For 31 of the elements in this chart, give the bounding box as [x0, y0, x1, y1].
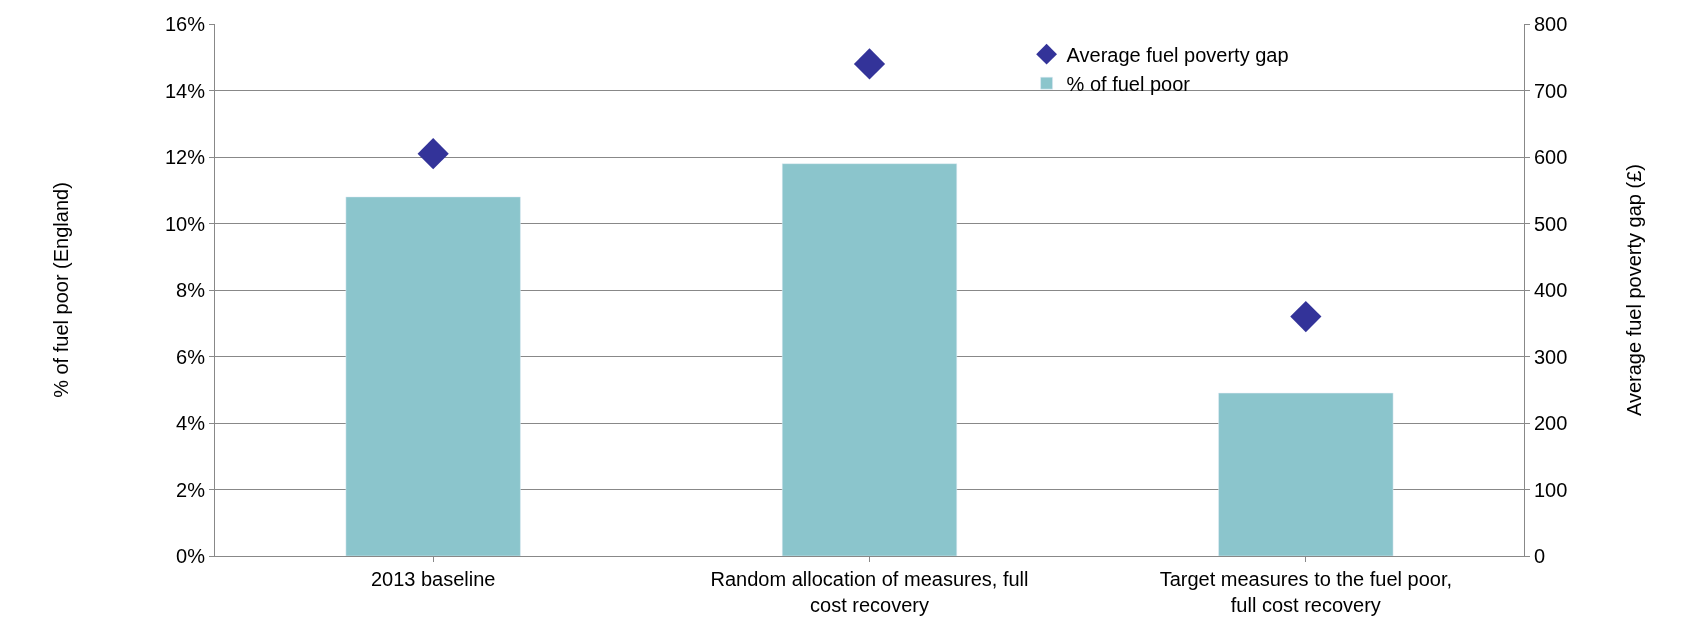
- y2-tick-label: 100: [1534, 478, 1568, 501]
- y-tick-label: 0%: [176, 545, 206, 567]
- y-tick-label: 14%: [164, 79, 206, 102]
- y-tick-label: 6%: [176, 345, 206, 368]
- y-tick-label: 12%: [164, 146, 206, 168]
- point: [417, 138, 449, 170]
- y2-tick-label: 800: [1534, 13, 1568, 35]
- y-tick-label: 8%: [176, 279, 206, 301]
- y2-tick-label: 200: [1534, 412, 1568, 434]
- legend-label: Average fuel poverty gap: [1066, 43, 1289, 66]
- x-tick-label: Target measures to the fuel poor, full cost recovery: [1159, 568, 1453, 616]
- y-axis-title: % of fuel poor (England): [50, 182, 73, 398]
- y2-tick-label: 700: [1534, 79, 1568, 102]
- y-tick-label: 4%: [176, 412, 206, 434]
- y2-axis-title: Average fuel poverty gap (£): [1622, 163, 1645, 417]
- point: [853, 48, 886, 80]
- y2-tick-label: 500: [1534, 212, 1568, 235]
- bar: [345, 196, 521, 556]
- y2-tick-label: 0: [1534, 545, 1546, 567]
- y2-tick-label: 300: [1534, 345, 1568, 368]
- y2-tick-label: 400: [1534, 279, 1568, 301]
- bar: [1218, 392, 1394, 556]
- x-tick-label: 2013 baseline: [370, 568, 496, 590]
- y-tick-label: 10%: [164, 212, 206, 235]
- x-tick-label: Random allocation of measures, full cost recovery: [710, 568, 1029, 616]
- y-tick-label: 16%: [164, 13, 206, 35]
- point: [1290, 301, 1322, 333]
- bar: [781, 163, 958, 556]
- legend-label: % of fuel poor: [1066, 72, 1191, 95]
- y2-tick-label: 600: [1534, 146, 1568, 168]
- y-tick-label: 2%: [176, 478, 206, 501]
